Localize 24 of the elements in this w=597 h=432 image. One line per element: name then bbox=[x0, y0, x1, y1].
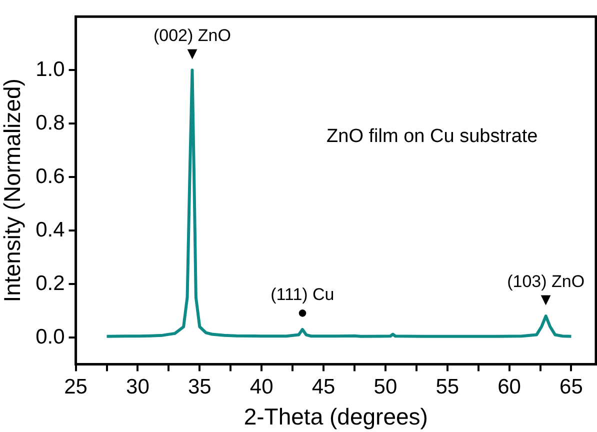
y-tick-label: 0.2 bbox=[36, 272, 65, 295]
x-axis-title: 2-Theta (degrees) bbox=[244, 404, 428, 430]
y-axis-title: Intensity (Normalized) bbox=[0, 78, 26, 302]
x-tick-label: 45 bbox=[312, 376, 336, 399]
annotation: ● bbox=[297, 303, 308, 322]
annotation: ▼ bbox=[537, 290, 554, 309]
annotation: ▼ bbox=[184, 44, 201, 63]
x-tick-label: 55 bbox=[436, 376, 460, 399]
x-tick-label: 50 bbox=[374, 376, 398, 399]
x-tick-label: 60 bbox=[498, 376, 521, 399]
x-tick-label: 65 bbox=[560, 376, 583, 399]
x-tick-label: 40 bbox=[250, 376, 274, 399]
y-tick-label: 0.6 bbox=[36, 164, 65, 188]
x-tick-label: 25 bbox=[64, 376, 88, 399]
x-tick-label: 30 bbox=[126, 376, 150, 399]
y-tick-label: 0.8 bbox=[36, 111, 65, 134]
y-tick-label: 0.4 bbox=[36, 218, 66, 242]
annotation: (111) Cu bbox=[270, 285, 334, 304]
annotation: (103) ZnO bbox=[507, 272, 585, 291]
y-tick-label: 1.0 bbox=[36, 58, 65, 81]
y-tick-label: 0.0 bbox=[36, 325, 65, 348]
x-tick-label: 35 bbox=[188, 376, 212, 399]
annotation: (002) ZnO bbox=[153, 26, 231, 45]
annotation: ZnO film on Cu substrate bbox=[326, 126, 538, 147]
